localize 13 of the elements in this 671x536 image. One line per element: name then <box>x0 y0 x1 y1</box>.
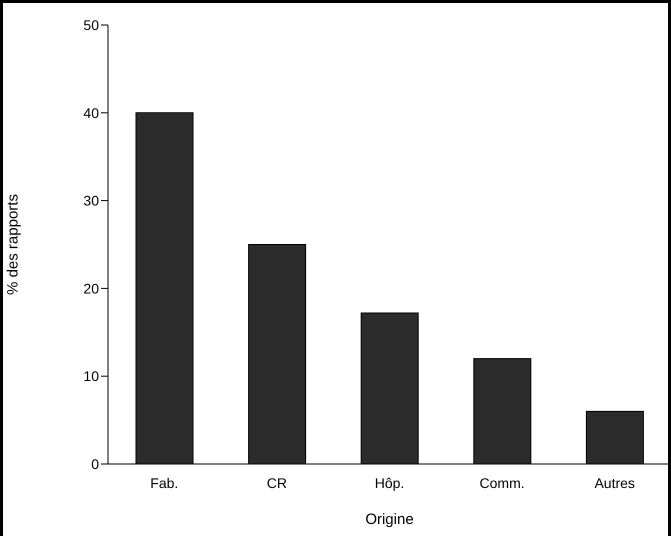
y-tick-label: 20 <box>83 280 100 296</box>
x-tick-label: Autres <box>594 474 635 491</box>
y-axis-title: % des rapports <box>4 194 22 295</box>
y-tick-label: 10 <box>83 368 100 384</box>
x-axis-title: Origine <box>365 511 414 528</box>
x-tick-label: Comm. <box>480 474 525 491</box>
x-tick-label: Fab. <box>150 474 178 491</box>
y-tick-label: 0 <box>91 456 100 472</box>
y-tick-label: 40 <box>83 104 100 121</box>
x-tick-label: CR <box>266 474 288 491</box>
x-tick-label: Hôp. <box>374 474 404 491</box>
y-tick-label: 30 <box>83 192 100 209</box>
y-tick-label: 50 <box>83 16 100 33</box>
